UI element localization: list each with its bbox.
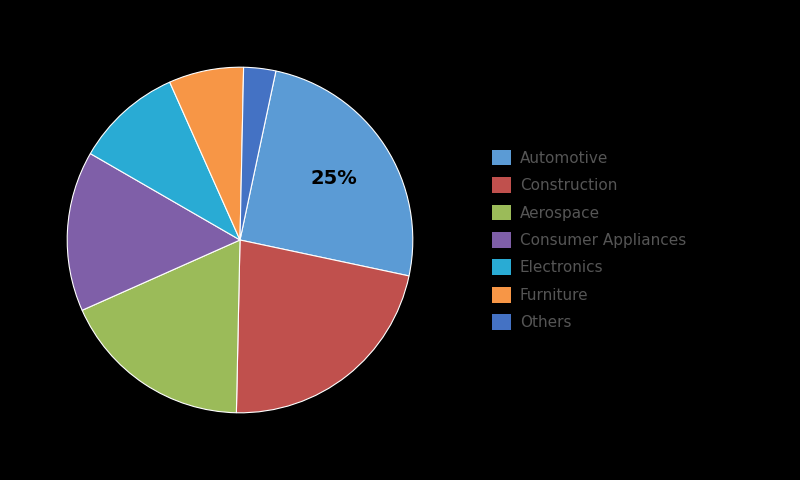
Legend: Automotive, Construction, Aerospace, Consumer Appliances, Electronics, Furniture: Automotive, Construction, Aerospace, Con… [488,145,690,335]
Wedge shape [236,240,409,413]
Wedge shape [240,67,276,240]
Wedge shape [90,82,240,240]
Wedge shape [82,240,240,413]
Text: 25%: 25% [311,169,358,188]
Wedge shape [67,154,240,310]
Wedge shape [170,67,244,240]
Wedge shape [240,71,413,276]
